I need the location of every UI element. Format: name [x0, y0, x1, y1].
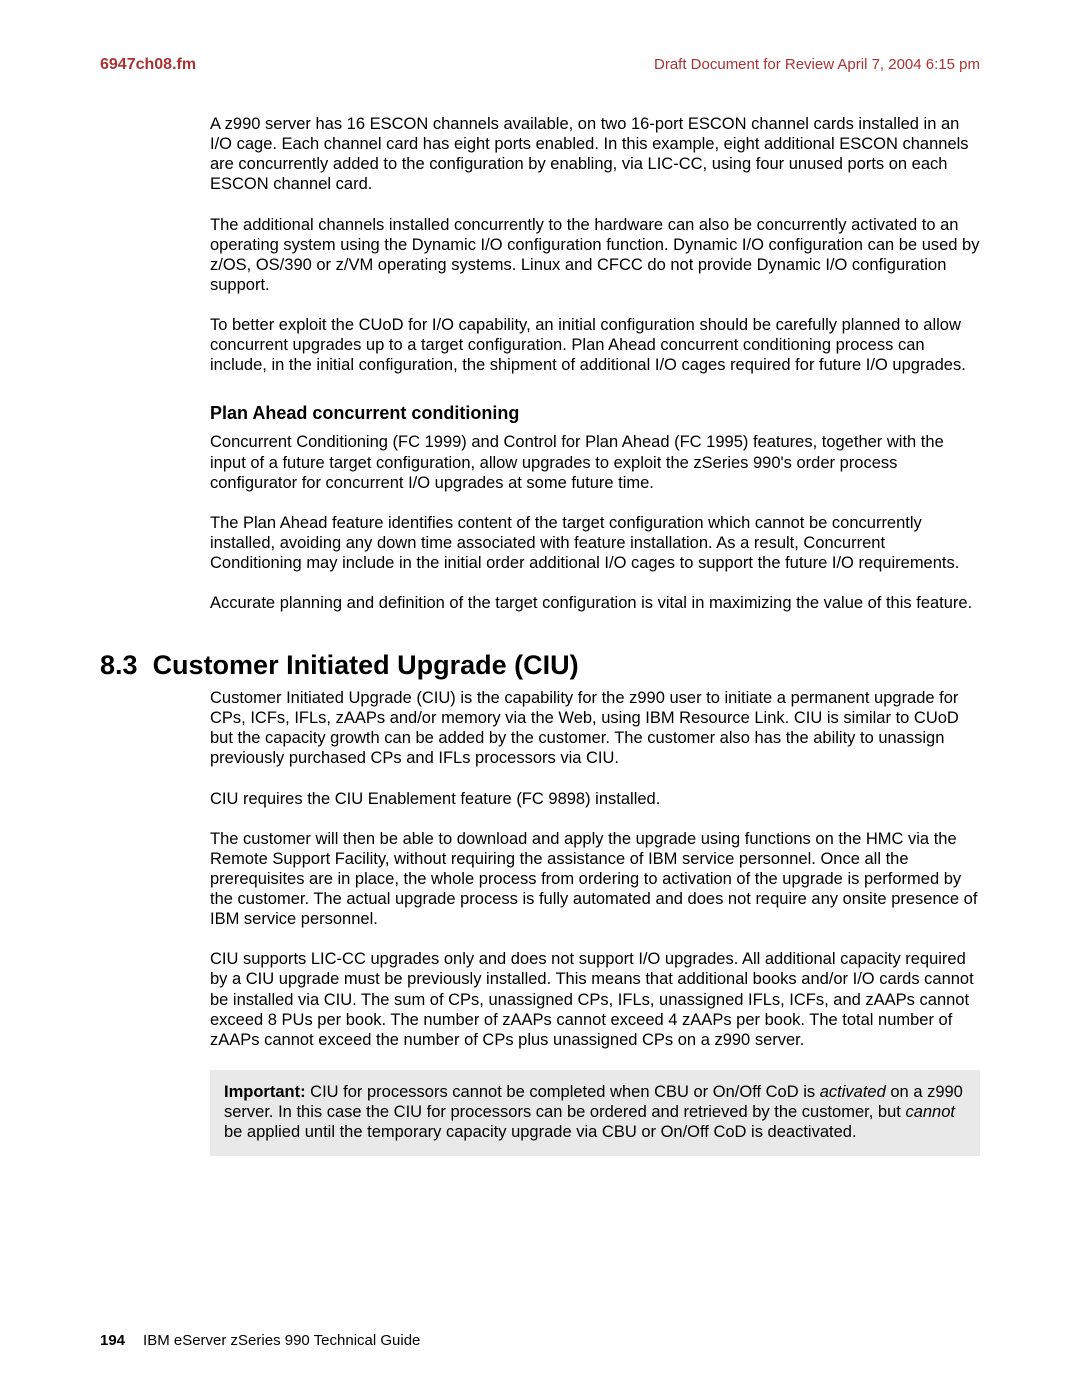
subheading-plan-ahead: Plan Ahead concurrent conditioning: [210, 403, 980, 424]
text-run: Customer Initiated Upgrade (CIU) is the …: [210, 689, 669, 707]
section-body-ciu: Customer Initiated Upgrade (CIU) is the …: [210, 688, 980, 1156]
body-paragraph: The additional channels installed concur…: [210, 215, 980, 296]
text-run-permanent: permanent: [791, 689, 870, 707]
page-header: 6947ch08.fm Draft Document for Review Ap…: [0, 56, 1080, 74]
text-run: be applied until the temporary capacity …: [224, 1123, 857, 1141]
body-paragraph: Customer Initiated Upgrade (CIU) is the …: [210, 688, 980, 769]
body-paragraph: CIU supports LIC-CC upgrades only and do…: [210, 949, 980, 1050]
callout-label: Important:: [224, 1083, 306, 1101]
text-run-italic: activated: [820, 1083, 886, 1101]
text-run: to initiate a: [702, 689, 791, 707]
text-run: CIU for processors cannot be completed w…: [306, 1083, 820, 1101]
section-heading-ciu: 8.3 Customer Initiated Upgrade (CIU): [100, 650, 579, 681]
footer-title: IBM eServer zSeries 990 Technical Guide: [143, 1332, 420, 1349]
section-number: 8.3: [100, 650, 138, 680]
text-run-user: user: [669, 689, 701, 707]
page-footer: 194 IBM eServer zSeries 990 Technical Gui…: [100, 1332, 420, 1349]
body-paragraph: A z990 server has 16 ESCON channels avai…: [210, 114, 980, 195]
body-paragraph: Accurate planning and definition of the …: [210, 593, 980, 613]
text-run-italic: cannot: [905, 1103, 955, 1121]
section-title: Customer Initiated Upgrade (CIU): [153, 650, 579, 680]
body-paragraph: The Plan Ahead feature identifies conten…: [210, 513, 980, 573]
body-paragraph: CIU requires the CIU Enablement feature …: [210, 789, 980, 809]
body-paragraph: To better exploit the CUoD for I/O capab…: [210, 315, 980, 375]
important-callout: Important: CIU for processors cannot be …: [210, 1070, 980, 1156]
page-number: 194: [100, 1332, 125, 1349]
header-filename: 6947ch08.fm: [100, 56, 196, 74]
body-paragraph: The customer will then be able to downlo…: [210, 829, 980, 930]
page-content: A z990 server has 16 ESCON channels avai…: [210, 114, 980, 633]
header-draft-note: Draft Document for Review April 7, 2004 …: [654, 56, 980, 74]
text-run-not: not: [670, 256, 693, 274]
body-paragraph: Concurrent Conditioning (FC 1999) and Co…: [210, 432, 980, 492]
